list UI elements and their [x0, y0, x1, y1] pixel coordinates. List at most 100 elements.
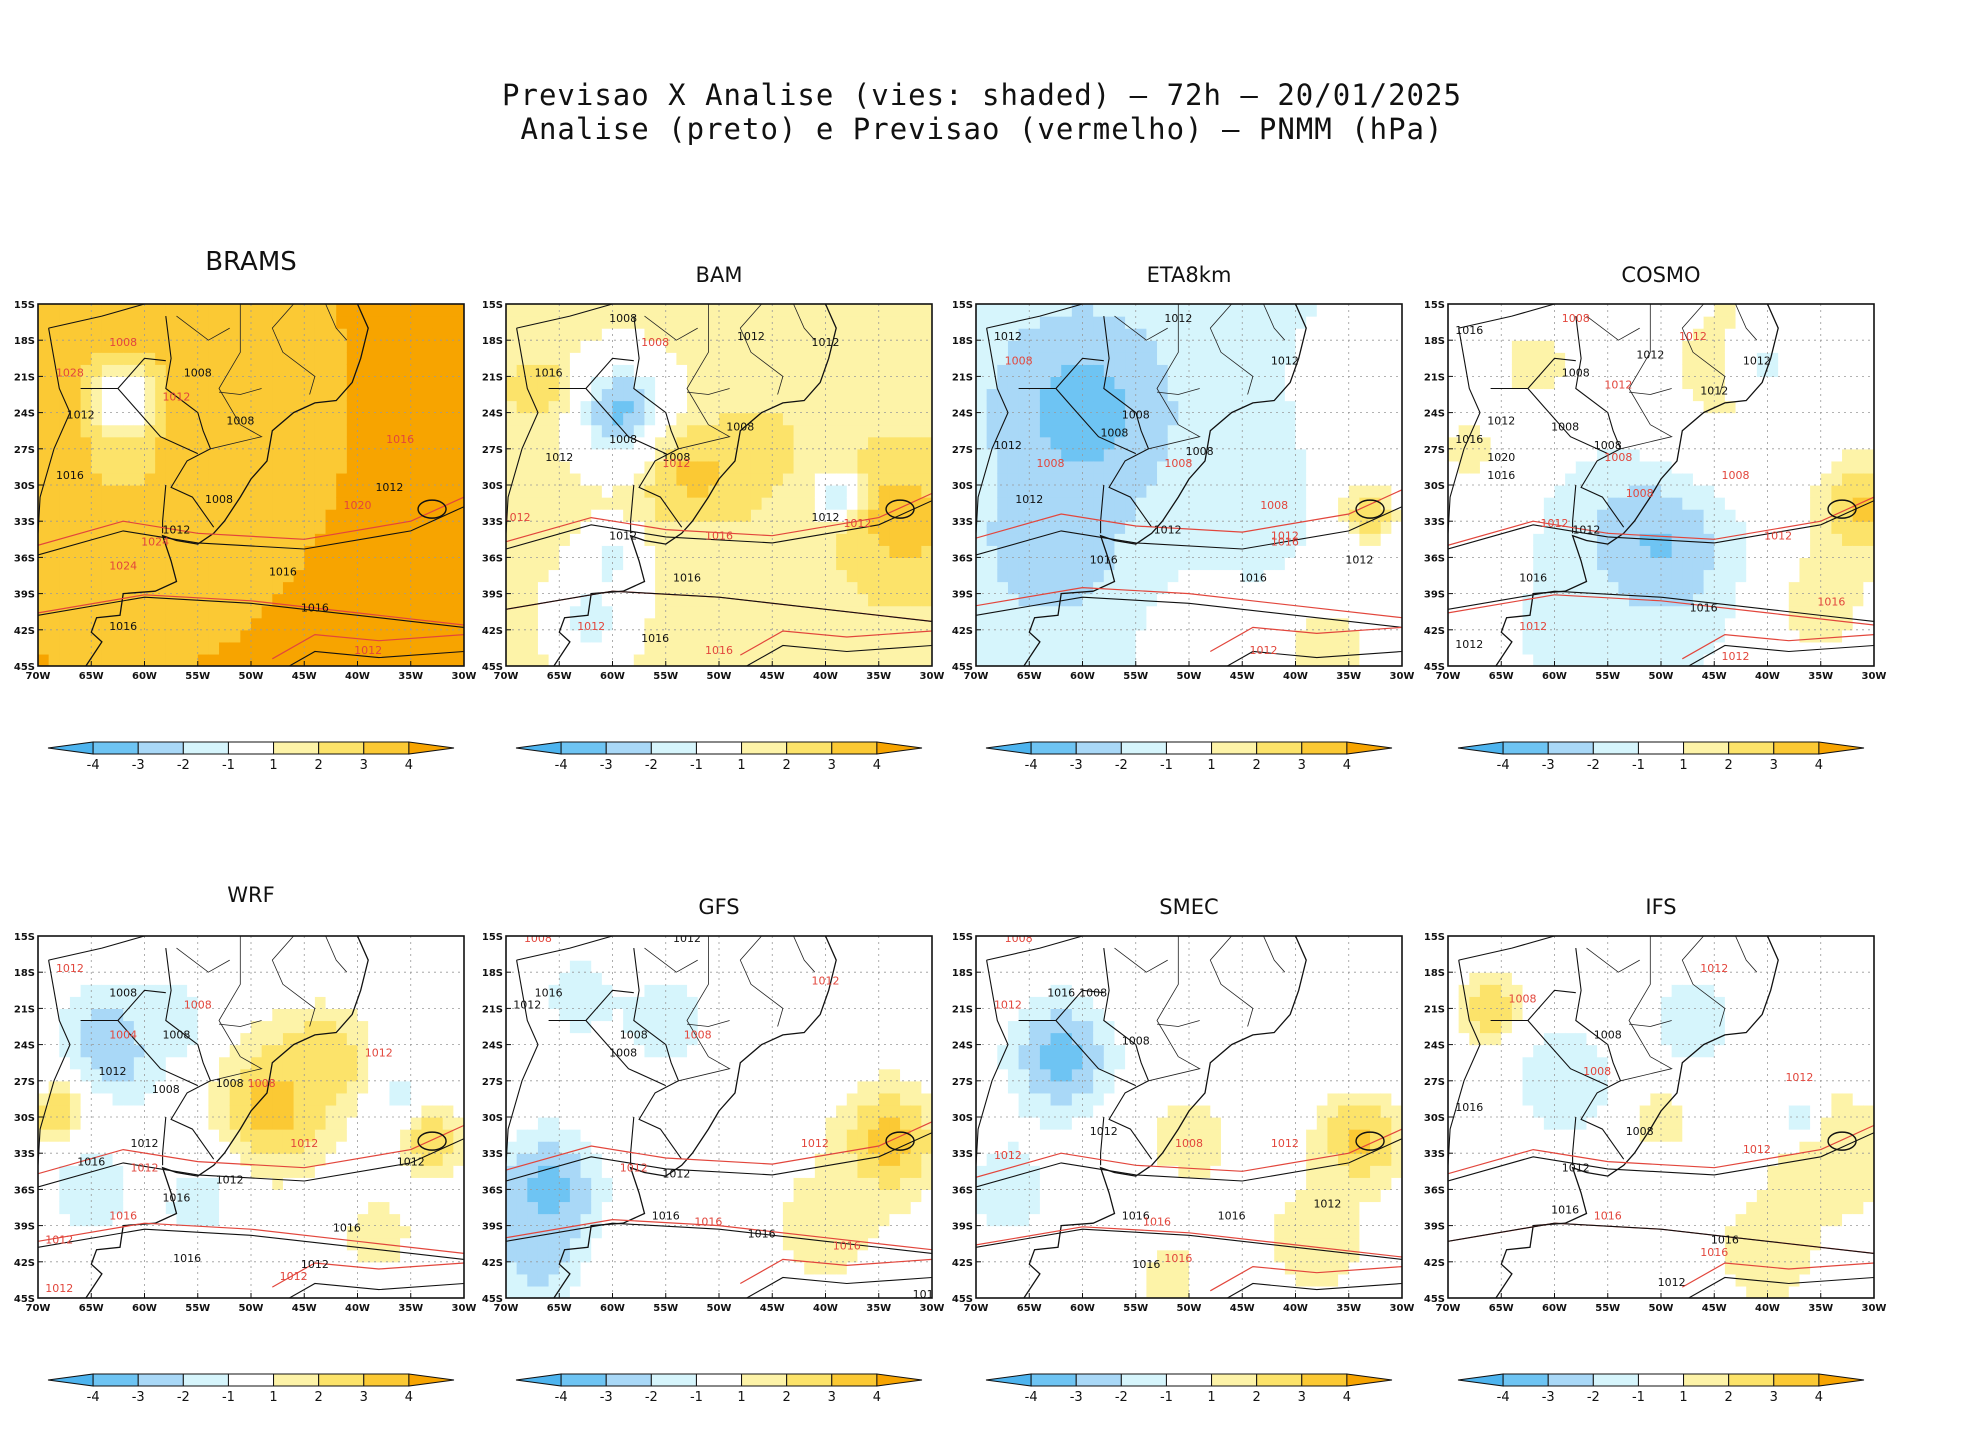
bias-cell [1157, 472, 1169, 486]
x-tick-label: 35W [398, 671, 423, 682]
bias-cell [772, 533, 784, 546]
bias-cell [1597, 653, 1609, 666]
bias-cell [1661, 364, 1673, 377]
bias-cell [1639, 641, 1651, 655]
bias-cell [1714, 412, 1726, 426]
bias-cell [1682, 557, 1694, 571]
bias-cell [580, 545, 592, 558]
bias-cell [1274, 340, 1286, 353]
bias-cell [1274, 533, 1286, 546]
bias-cell [389, 509, 401, 522]
bias-cell [251, 304, 263, 317]
bias-cell [1756, 545, 1769, 558]
bias-cell [1306, 328, 1318, 341]
bias-cell [1061, 340, 1073, 353]
forecast-isobar [976, 586, 1402, 619]
bias-cell [155, 509, 167, 522]
bias-cell [1338, 605, 1350, 619]
bias-cell [878, 557, 890, 571]
bias-cell [1380, 412, 1392, 426]
bias-cell [591, 569, 603, 583]
bias-cell [325, 340, 337, 353]
bias-cell [1724, 653, 1737, 666]
bias-cell [1316, 364, 1329, 377]
bias-cell [1039, 509, 1052, 522]
bias-cell [1103, 376, 1116, 390]
bias-cell [1338, 316, 1350, 329]
bias-cell [432, 304, 444, 317]
bias-cell [591, 316, 603, 329]
bias-cell [1543, 605, 1556, 619]
bias-cell [569, 376, 582, 390]
bias-cell [719, 629, 731, 643]
bias-cell [1125, 352, 1137, 365]
bias-cell [900, 424, 912, 438]
bias-cell [1543, 569, 1556, 583]
bias-cell [400, 497, 412, 510]
bias-cell [272, 472, 284, 486]
bias-cell [91, 545, 103, 558]
bias-cell [910, 593, 922, 607]
bias-cell [814, 581, 827, 595]
country-border [165, 316, 215, 528]
bias-cell [1114, 605, 1126, 619]
bias-cell [1157, 629, 1169, 643]
bias-cell [1252, 545, 1265, 558]
bias-cell [1146, 533, 1158, 546]
bias-cell [591, 641, 603, 655]
bias-cell [1391, 533, 1402, 546]
bias-cell [889, 521, 901, 534]
bias-cell [921, 364, 932, 377]
bias-cell [368, 617, 380, 631]
bias-cell [548, 400, 560, 414]
bias-cell [219, 460, 231, 474]
bias-cell [761, 545, 773, 558]
bias-cell [719, 533, 731, 546]
bias-cell [1799, 593, 1811, 607]
bias-cell [1714, 497, 1726, 510]
bias-cell [357, 424, 369, 438]
bias-cell [261, 533, 273, 546]
bias-cell [878, 340, 890, 353]
bias-cell [282, 497, 295, 510]
bias-cell [1306, 304, 1318, 317]
bias-cell [1071, 388, 1084, 402]
bias-cell [687, 412, 699, 426]
bias-cell [38, 340, 50, 353]
bias-cell [921, 509, 932, 522]
bias-cell [272, 460, 284, 474]
bias-cell [1724, 509, 1737, 522]
bias-cell [1788, 352, 1801, 365]
y-tick-label: 42S [482, 626, 503, 637]
bias-cell [889, 472, 901, 486]
bias-cell [1479, 581, 1492, 595]
bias-cell [986, 593, 998, 607]
bias-cell [1746, 557, 1758, 571]
bias-cell [1575, 497, 1588, 510]
bias-cell [176, 328, 188, 341]
bias-cell [1607, 472, 1619, 486]
bias-cell [708, 436, 720, 450]
bias-cell [665, 364, 677, 377]
bias-cell [825, 605, 837, 619]
bias-cell [1338, 400, 1350, 414]
bias-cell [1607, 436, 1619, 450]
bias-cell [346, 316, 359, 329]
bias-cell [1210, 509, 1222, 522]
bias-cell [857, 497, 869, 510]
analysis-contour-label: 1016 [1239, 572, 1267, 585]
bias-cell [282, 569, 295, 583]
bias-cell [1242, 545, 1254, 558]
bias-cell [591, 605, 603, 619]
bias-cell [1359, 436, 1371, 450]
bias-cell [580, 364, 592, 377]
forecast-isobar [740, 630, 932, 656]
bias-cell [1242, 509, 1254, 522]
bias-cell [1007, 557, 1020, 571]
bias-cell [1093, 557, 1105, 571]
bias-cell [1607, 328, 1619, 341]
bias-cell [1501, 581, 1513, 595]
bias-cell [740, 448, 752, 462]
bias-cell [48, 485, 60, 498]
bias-cell [1274, 593, 1286, 607]
